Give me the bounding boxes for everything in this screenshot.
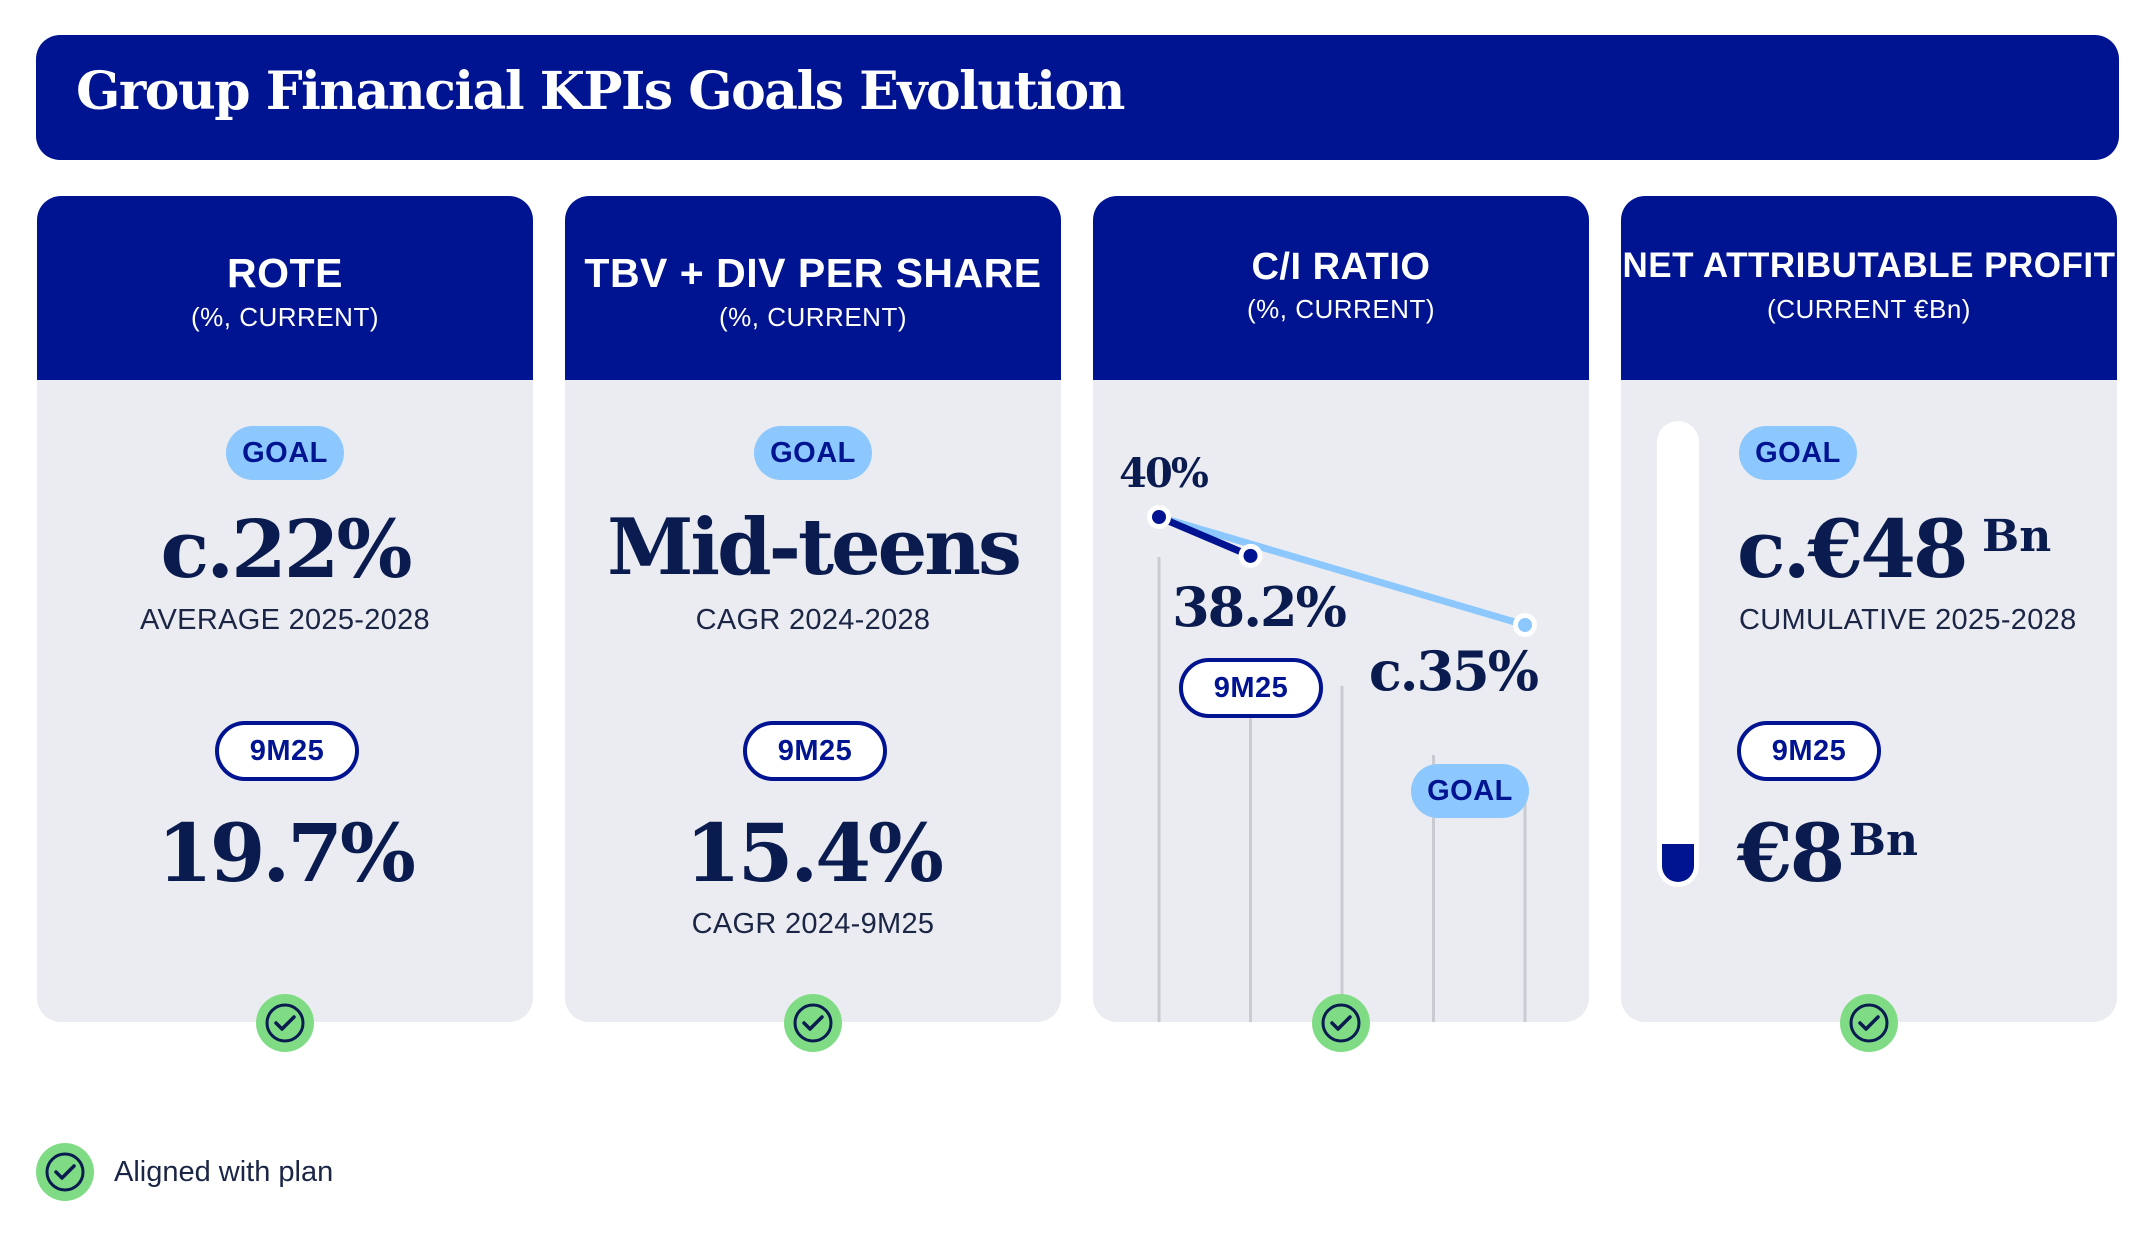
- status-check-icon: [1312, 994, 1370, 1052]
- goal-badge: GOAL: [754, 426, 872, 480]
- status-check-icon: [1840, 994, 1898, 1052]
- checkmark-icon: [793, 1003, 833, 1043]
- goal-value: Mid-teens: [607, 502, 1022, 593]
- card-subtitle: (%, CURRENT): [191, 302, 379, 332]
- legend-label: Aligned with plan: [114, 1155, 334, 1188]
- goal-caption: CUMULATIVE 2025-2028: [1739, 604, 2077, 636]
- ci-ratio-chart: 2024202520262027202840%38.2%c.35%: [1119, 450, 1540, 1022]
- card-subtitle: (CURRENT €Bn): [1767, 294, 1971, 324]
- card-subtitle: (%, CURRENT): [1247, 294, 1435, 324]
- card-title: TBV + DIV PER SHARE: [584, 250, 1042, 296]
- kpi-card-net-profit: NET ATTRIBUTABLE PROFIT (CURRENT €Bn) GO…: [1621, 196, 2117, 1022]
- goal-badge: GOAL: [1739, 426, 1857, 480]
- actual-value: €8: [1737, 806, 1845, 900]
- actual-value-group: €8 Bn: [1737, 806, 1918, 900]
- card-title: C/I RATIO: [1251, 246, 1431, 288]
- kpi-card-rote: ROTE (%, CURRENT) GOAL c.22% AVERAGE 202…: [37, 196, 533, 1022]
- kpi-card-tbv-div: TBV + DIV PER SHARE (%, CURRENT) GOAL Mi…: [565, 196, 1061, 1022]
- card-header: C/I RATIO (%, CURRENT): [1093, 196, 1589, 380]
- goal-caption: AVERAGE 2025-2028: [140, 604, 430, 636]
- series-line: [1155, 513, 1254, 560]
- checkmark-icon: [1849, 1003, 1889, 1043]
- legend: Aligned with plan: [36, 1143, 333, 1201]
- period-badge: 9M25: [743, 721, 887, 781]
- goal-value: c.€48: [1737, 502, 1969, 596]
- goal-caption: CAGR 2024-2028: [695, 604, 931, 636]
- title-banner: Group Financial KPIs Goals Evolution: [36, 35, 2119, 160]
- goal-unit: Bn: [1982, 511, 2052, 562]
- card-title: NET ATTRIBUTABLE PROFIT: [1622, 246, 2116, 285]
- actual-value: 15.4%: [685, 806, 944, 900]
- card-header: NET ATTRIBUTABLE PROFIT (CURRENT €Bn): [1621, 196, 2117, 380]
- page-title: Group Financial KPIs Goals Evolution: [76, 61, 1125, 122]
- data-label: 40%: [1119, 450, 1209, 497]
- card-header: TBV + DIV PER SHARE (%, CURRENT): [565, 196, 1061, 380]
- card-title: ROTE: [227, 250, 343, 296]
- data-point: [1243, 548, 1258, 563]
- data-label: c.35%: [1369, 639, 1538, 703]
- status-check-icon: [256, 994, 314, 1052]
- checkmark-icon: [45, 1152, 85, 1192]
- card-subtitle: (%, CURRENT): [719, 302, 907, 332]
- checkmark-icon: [265, 1003, 305, 1043]
- card-header: ROTE (%, CURRENT): [37, 196, 533, 380]
- data-point: [1518, 618, 1532, 632]
- data-point: [1152, 510, 1166, 524]
- goal-value: c.22%: [160, 502, 413, 596]
- status-check-icon: [784, 994, 842, 1052]
- progress-fill: [1662, 844, 1694, 882]
- period-badge: 9M25: [215, 721, 359, 781]
- period-badge: 9M25: [1179, 658, 1323, 718]
- data-label: 38.2%: [1172, 575, 1346, 639]
- kpi-card-ci-ratio: C/I RATIO (%, CURRENT) 20242025202620272…: [1093, 196, 1589, 1022]
- actual-value: 19.7%: [157, 806, 416, 900]
- goal-badge: GOAL: [226, 426, 344, 480]
- goal-badge: GOAL: [1411, 764, 1529, 818]
- progress-thermometer: [1657, 421, 1699, 887]
- actual-caption: CAGR 2024-9M25: [691, 908, 935, 940]
- period-badge: 9M25: [1737, 721, 1881, 781]
- legend-check-icon: [36, 1143, 94, 1201]
- series-line: [1155, 513, 1529, 629]
- checkmark-icon: [1321, 1003, 1361, 1043]
- goal-value-group: c.€48 Bn: [1737, 502, 2051, 596]
- actual-unit: Bn: [1848, 815, 1918, 866]
